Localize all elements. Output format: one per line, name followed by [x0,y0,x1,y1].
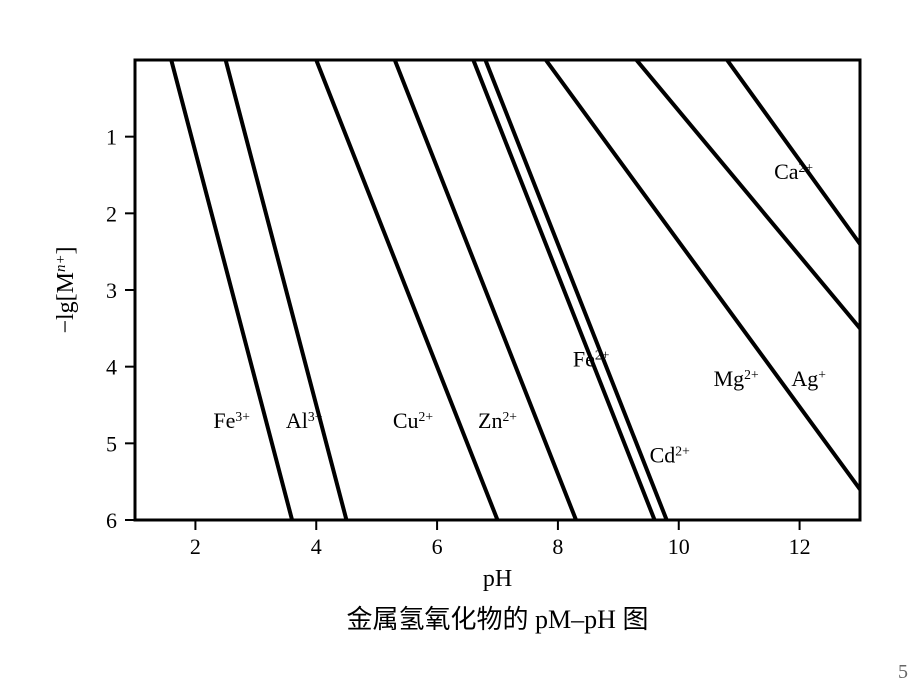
y-tick-label: 3 [106,278,117,303]
y-tick-label: 1 [106,125,117,150]
y-tick-label: 5 [106,431,117,456]
chart-caption: 金属氢氧化物的 pM–pH 图 [347,605,649,634]
x-tick-label: 10 [668,534,690,559]
x-tick-label: 4 [311,534,322,559]
pm-ph-chart: 24681012123456pH−lg[Mn+]Fe3+Al3+Cu2+Zn2+… [40,40,880,650]
y-axis-label: −lg[Mn+] [53,246,79,333]
x-tick-label: 12 [789,534,811,559]
x-tick-label: 8 [552,534,563,559]
x-tick-label: 2 [190,534,201,559]
chart-svg: 24681012123456pH−lg[Mn+]Fe3+Al3+Cu2+Zn2+… [40,40,880,650]
y-tick-label: 2 [106,201,117,226]
y-tick-label: 4 [106,355,117,380]
x-axis-label: pH [483,566,512,592]
page-number: 5 [898,661,908,684]
x-tick-label: 6 [432,534,443,559]
page-root: 24681012123456pH−lg[Mn+]Fe3+Al3+Cu2+Zn2+… [0,0,920,690]
y-tick-label: 6 [106,508,117,533]
